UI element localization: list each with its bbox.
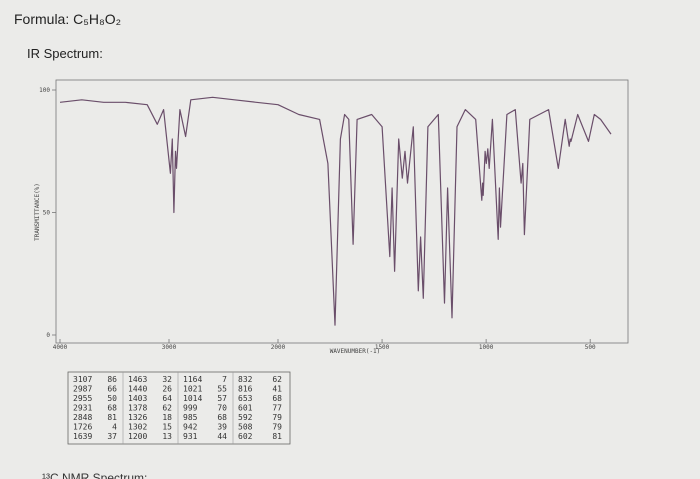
peak-wavenumber: 602 xyxy=(238,432,253,441)
peak-wavenumber: 1326 xyxy=(128,413,147,422)
peak-wavenumber: 653 xyxy=(238,394,253,403)
peak-transmittance: 79 xyxy=(272,423,282,432)
plot-frame xyxy=(55,79,629,344)
peak-wavenumber: 2848 xyxy=(73,413,92,422)
peak-transmittance: 81 xyxy=(107,413,117,422)
peak-wavenumber: 1014 xyxy=(183,394,202,403)
peak-transmittance: 32 xyxy=(162,375,172,384)
x-tick-label: 3000 xyxy=(162,344,177,351)
peak-wavenumber: 1378 xyxy=(128,404,147,413)
x-tick-label: 2000 xyxy=(271,344,286,351)
peak-wavenumber: 2987 xyxy=(73,385,92,394)
peak-transmittance: 44 xyxy=(217,432,227,441)
peak-wavenumber: 985 xyxy=(183,413,198,422)
peak-transmittance: 15 xyxy=(162,423,172,432)
section-heading: IR Spectrum: xyxy=(27,46,103,61)
y-tick-label: 50 xyxy=(43,210,51,217)
x-tick-label: 1000 xyxy=(479,344,494,351)
peak-wavenumber: 592 xyxy=(238,413,253,422)
peak-wavenumber: 601 xyxy=(238,404,253,413)
peak-wavenumber: 942 xyxy=(183,423,198,432)
peak-transmittance: 66 xyxy=(107,385,117,394)
peak-transmittance: 70 xyxy=(217,404,227,413)
x-tick-label: 500 xyxy=(585,344,596,351)
x-axis-label: WAVENUMBER(-1) xyxy=(330,348,381,355)
y-tick-label: 0 xyxy=(46,332,50,339)
peak-transmittance: 50 xyxy=(107,394,117,403)
peak-transmittance: 62 xyxy=(162,404,172,413)
peak-transmittance: 55 xyxy=(217,385,227,394)
peak-transmittance: 18 xyxy=(162,413,172,422)
peak-transmittance: 13 xyxy=(162,432,172,441)
peak-wavenumber: 1200 xyxy=(128,432,147,441)
peak-transmittance: 57 xyxy=(217,394,227,403)
peak-transmittance: 79 xyxy=(272,413,282,422)
peak-wavenumber: 508 xyxy=(238,423,253,432)
peak-wavenumber: 1164 xyxy=(183,375,202,384)
peak-wavenumber: 1302 xyxy=(128,423,147,432)
peak-transmittance: 64 xyxy=(162,394,172,403)
formula: Formula: C₅H₈O₂ xyxy=(14,11,121,27)
peak-transmittance: 68 xyxy=(272,394,282,403)
peak-transmittance: 77 xyxy=(272,404,282,413)
peak-wavenumber: 1463 xyxy=(128,375,147,384)
y-tick-label: 100 xyxy=(39,87,50,94)
peak-transmittance: 39 xyxy=(217,423,227,432)
peak-wavenumber: 2931 xyxy=(73,404,92,413)
peak-transmittance: 26 xyxy=(162,385,172,394)
peak-wavenumber: 1403 xyxy=(128,394,147,403)
peak-wavenumber: 1021 xyxy=(183,385,202,394)
peak-wavenumber: 1639 xyxy=(73,432,92,441)
peak-wavenumber: 1440 xyxy=(128,385,147,394)
peak-wavenumber: 1726 xyxy=(73,423,92,432)
peak-transmittance: 37 xyxy=(107,432,117,441)
peak-transmittance: 41 xyxy=(272,385,282,394)
peak-table xyxy=(67,371,291,445)
peak-wavenumber: 999 xyxy=(183,404,198,413)
peak-transmittance: 86 xyxy=(107,375,117,384)
peak-wavenumber: 931 xyxy=(183,432,198,441)
peak-transmittance: 68 xyxy=(107,404,117,413)
spectrum-line xyxy=(59,96,612,326)
peak-transmittance: 81 xyxy=(272,432,282,441)
peak-wavenumber: 3107 xyxy=(73,375,92,384)
peak-transmittance: 7 xyxy=(222,375,227,384)
y-axis-label: TRANSMITTANCE(%) xyxy=(34,183,41,241)
peak-wavenumber: 832 xyxy=(238,375,253,384)
peak-wavenumber: 816 xyxy=(238,385,253,394)
peak-wavenumber: 2955 xyxy=(73,394,92,403)
peak-transmittance: 62 xyxy=(272,375,282,384)
x-tick-label: 1500 xyxy=(375,344,390,351)
x-tick-label: 4000 xyxy=(53,344,68,351)
next-section-heading: ¹³C NMR Spectrum: xyxy=(42,471,147,479)
peak-transmittance: 68 xyxy=(217,413,227,422)
peak-transmittance: 4 xyxy=(112,423,117,432)
